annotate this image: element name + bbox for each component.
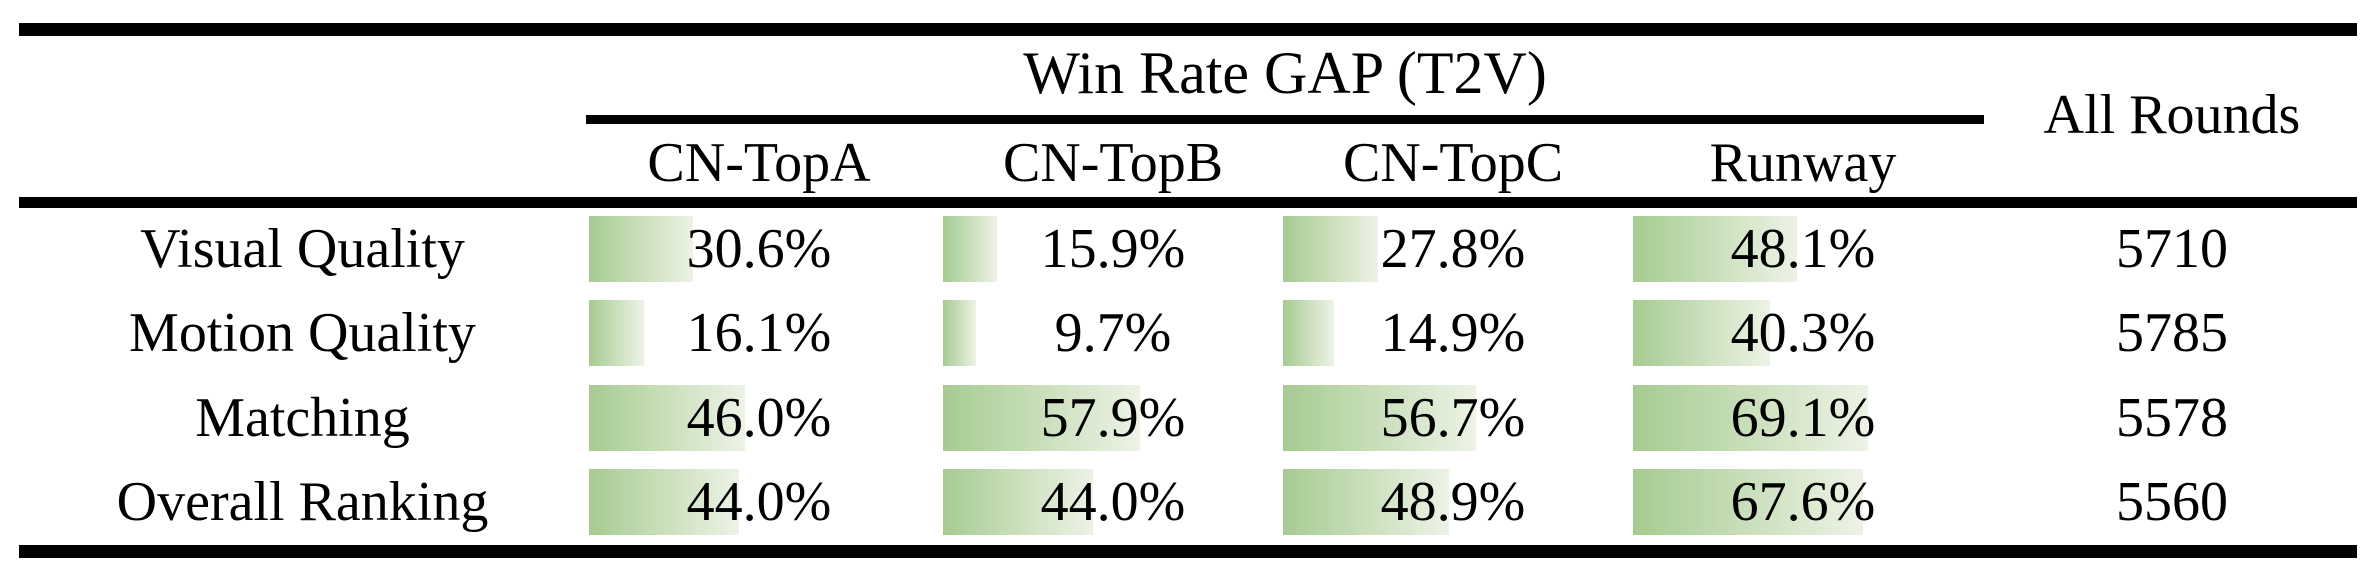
win-rate-bar [1633, 385, 1868, 451]
win-rate-bar [589, 216, 693, 282]
cell-overall-ranking-cn-topb: 44.0% [943, 460, 1283, 545]
column-header-cn-topa: CN-TopA [647, 132, 871, 194]
win-rate-value: 56.7% [1380, 387, 1526, 449]
win-rate-value: 27.8% [1380, 218, 1526, 280]
cell-motion-quality-cn-topa: 16.1% [589, 291, 929, 376]
row-label-visual-quality: Visual Quality [140, 218, 465, 280]
column-header-cn-topb: CN-TopB [1002, 132, 1224, 194]
win-rate-bar [1633, 300, 1770, 366]
cell-visual-quality-cn-topa: 30.6% [589, 207, 929, 292]
cell-overall-ranking-all-rounds: 5560 [2116, 471, 2228, 533]
win-rate-bar [1283, 300, 1334, 366]
win-rate-value: 30.6% [686, 218, 832, 280]
column-group-title: Win Rate GAP (T2V) [1023, 40, 1547, 106]
win-rate-bar [1633, 216, 1797, 282]
cell-motion-quality-cn-topb: 9.7% [943, 291, 1283, 376]
win-rate-bar [1283, 216, 1378, 282]
cell-overall-ranking-runway: 67.6% [1633, 460, 1973, 545]
header-group-rule [586, 115, 1984, 124]
cell-matching-runway: 69.1% [1633, 376, 1973, 461]
win-rate-value: 40.3% [1730, 302, 1876, 364]
cell-motion-quality-all-rounds: 5785 [2116, 302, 2228, 364]
cell-matching-cn-topa: 46.0% [589, 376, 929, 461]
header-body-rule [19, 197, 2357, 208]
win-rate-value: 9.7% [1054, 302, 1172, 364]
column-header-runway: Runway [1709, 132, 1897, 194]
cell-visual-quality-runway: 48.1% [1633, 207, 1973, 292]
cell-overall-ranking-cn-topa: 44.0% [589, 460, 929, 545]
win-rate-bar [943, 469, 1093, 535]
win-rate-bar [943, 385, 1140, 451]
win-rate-bar [1633, 469, 1863, 535]
cell-matching-all-rounds: 5578 [2116, 387, 2228, 449]
win-rate-value: 57.9% [1040, 387, 1186, 449]
cell-visual-quality-all-rounds: 5710 [2116, 218, 2228, 280]
win-rate-value: 15.9% [1040, 218, 1186, 280]
column-header-cn-topc: CN-TopC [1342, 132, 1564, 194]
row-label-overall-ranking: Overall Ranking [116, 471, 489, 533]
win-rate-bar [1283, 469, 1449, 535]
cell-motion-quality-cn-topc: 14.9% [1283, 291, 1623, 376]
all-rounds-header: All Rounds [2043, 84, 2301, 146]
win-rate-value: 16.1% [686, 302, 832, 364]
cell-visual-quality-cn-topc: 27.8% [1283, 207, 1623, 292]
row-label-motion-quality: Motion Quality [129, 302, 476, 364]
win-rate-bar [589, 385, 745, 451]
table-top-rule [19, 23, 2357, 36]
win-rate-value: 46.0% [686, 387, 832, 449]
win-rate-value: 48.1% [1730, 218, 1876, 280]
win-rate-bar [589, 469, 739, 535]
cell-motion-quality-runway: 40.3% [1633, 291, 1973, 376]
win-rate-bar [943, 300, 976, 366]
win-rate-bar [589, 300, 644, 366]
table-bottom-rule [19, 545, 2357, 558]
win-rate-bar [1283, 385, 1476, 451]
win-rate-value: 44.0% [1040, 471, 1186, 533]
cell-matching-cn-topb: 57.9% [943, 376, 1283, 461]
cell-overall-ranking-cn-topc: 48.9% [1283, 460, 1623, 545]
win-rate-value: 69.1% [1730, 387, 1876, 449]
win-rate-value: 14.9% [1380, 302, 1526, 364]
win-rate-value: 67.6% [1730, 471, 1876, 533]
win-rate-value: 48.9% [1380, 471, 1526, 533]
win-rate-bar [943, 216, 997, 282]
cell-matching-cn-topc: 56.7% [1283, 376, 1623, 461]
cell-visual-quality-cn-topb: 15.9% [943, 207, 1283, 292]
row-label-matching: Matching [195, 387, 410, 449]
win-rate-value: 44.0% [686, 471, 832, 533]
